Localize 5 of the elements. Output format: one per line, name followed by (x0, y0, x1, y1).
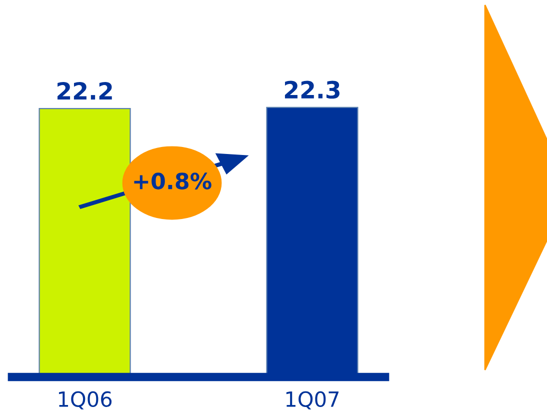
x-tick-label: 1Q06 (58, 391, 112, 410)
annotation: +0.8% (134, 172, 212, 190)
x-tick-label: 1Q07 (286, 391, 339, 410)
data-label: 22.2 (58, 82, 112, 100)
data-label: 22.3 (284, 80, 340, 99)
